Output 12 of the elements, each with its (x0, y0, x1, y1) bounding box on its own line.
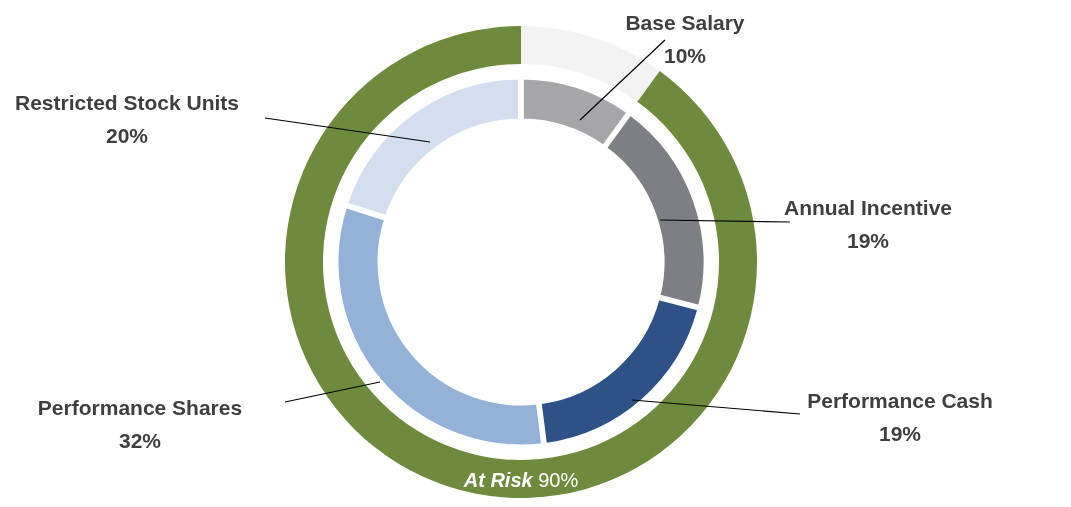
slice-label: Performance Shares (37, 396, 243, 419)
slice-label: Annual Incentive (783, 196, 953, 219)
slice-label: Performance Cash (807, 389, 993, 412)
data-label: 32% (118, 429, 162, 452)
data-label: 90% (538, 469, 579, 491)
data-label: 10% (663, 44, 707, 67)
data-label: 19% (878, 422, 922, 445)
data-label: 20% (105, 124, 149, 147)
data-label: 19% (846, 229, 890, 252)
slice-label: At Risk (462, 469, 539, 491)
slice-label: Restricted Stock Units (14, 91, 240, 114)
slice-label: Base Salary (625, 11, 745, 34)
